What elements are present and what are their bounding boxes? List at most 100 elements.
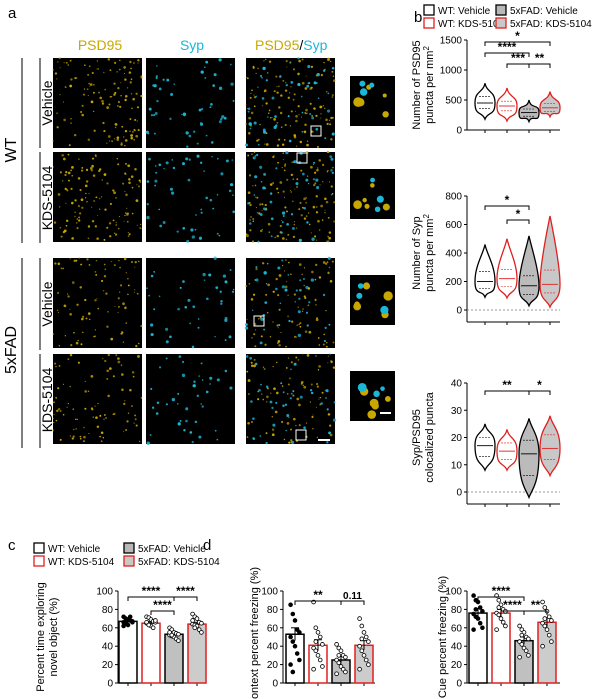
psd95-punctum <box>315 382 319 386</box>
syp-punctum <box>165 403 168 406</box>
psd95-punctum <box>275 75 278 78</box>
psd95-punctum <box>104 268 107 271</box>
psd95-punctum <box>69 258 71 260</box>
significance-bracket <box>484 52 530 57</box>
y-tick-label: 20 <box>102 660 114 671</box>
psd95-punctum <box>126 213 129 216</box>
psd95-punctum <box>57 311 59 313</box>
syp-punctum <box>327 256 331 260</box>
psd95-punctum <box>113 82 116 85</box>
psd95-punctum <box>125 322 128 324</box>
syp-punctum <box>189 431 193 434</box>
psd95-punctum <box>265 102 268 105</box>
psd95-punctum <box>99 435 101 438</box>
psd95-punctum <box>53 421 55 424</box>
legend-swatch <box>495 4 507 16</box>
psd95-punctum <box>91 408 94 411</box>
psd95-punctum <box>66 406 68 408</box>
psd95-punctum <box>269 183 273 186</box>
psd95-punctum <box>54 262 57 265</box>
psd95-punctum <box>121 331 123 333</box>
psd95-punctum <box>84 64 86 66</box>
syp-punctum <box>218 86 223 90</box>
psd95-punctum <box>295 119 298 123</box>
syp-punctum <box>264 301 268 304</box>
syp-punctum <box>297 310 301 314</box>
psd95-punctum <box>276 234 280 238</box>
psd95-punctum <box>124 400 126 402</box>
psd95-punctum <box>251 337 253 339</box>
psd95-punctum <box>124 129 128 133</box>
psd95-punctum <box>362 197 367 203</box>
y-tick-label: 80 <box>102 605 114 616</box>
psd95-punctum <box>94 154 97 157</box>
psd95-punctum <box>60 235 63 238</box>
data-point <box>471 593 476 598</box>
psd95-punctum <box>96 60 98 62</box>
psd95-punctum <box>74 77 77 80</box>
syp-punctum <box>285 429 287 432</box>
psd95-punctum <box>308 223 311 226</box>
syp-punctum <box>269 200 273 204</box>
psd95-punctum <box>249 219 251 221</box>
psd95-punctum <box>78 158 80 160</box>
psd95-punctum <box>104 208 107 211</box>
syp-punctum <box>326 240 328 242</box>
syp-punctum <box>245 323 248 326</box>
syp-punctum <box>277 266 281 270</box>
syp-punctum <box>303 426 306 430</box>
violin <box>474 423 496 473</box>
y-axis-label: Number of PSD95 <box>411 40 423 129</box>
syp-punctum <box>269 192 273 195</box>
psd95-punctum <box>383 291 393 301</box>
psd95-punctum <box>74 215 76 218</box>
legend-swatch <box>423 17 435 29</box>
psd95-punctum <box>136 292 139 295</box>
psd95-punctum <box>81 206 84 209</box>
syp-punctum <box>156 99 159 103</box>
psd95-punctum <box>52 166 55 168</box>
legend-c: WT: Vehicle WT: KDS-5104 5xFAD: Vehicle 5xF… <box>33 542 220 568</box>
psd95-punctum <box>247 421 250 425</box>
psd95-punctum <box>130 260 134 264</box>
psd95-punctum <box>79 437 82 440</box>
psd95-punctum <box>319 105 323 109</box>
psd95-punctum <box>109 69 112 72</box>
psd95-punctum <box>107 135 111 138</box>
header-merge: PSD95/Syp <box>255 37 328 53</box>
syp-punctum <box>264 58 267 61</box>
psd95-punctum <box>69 59 72 62</box>
psd95-punctum <box>84 390 87 393</box>
psd95-punctum <box>119 291 121 293</box>
psd95-punctum <box>98 168 102 171</box>
psd95-punctum <box>382 203 390 211</box>
psd95-punctum <box>286 422 290 425</box>
psd95-punctum <box>325 118 328 122</box>
psd95-punctum <box>289 377 291 380</box>
psd95-punctum <box>284 163 287 166</box>
data-point <box>542 623 548 629</box>
psd95-punctum <box>103 414 106 417</box>
psd95-punctum <box>124 214 126 217</box>
psd95-punctum <box>104 359 107 363</box>
psd95-punctum <box>123 220 125 222</box>
syp-punctum <box>282 391 285 394</box>
psd95-punctum <box>53 414 55 416</box>
psd95-punctum <box>258 138 260 141</box>
psd95-punctum <box>59 67 61 69</box>
psd95-punctum <box>106 182 109 185</box>
syp-punctum <box>196 142 199 145</box>
psd95-punctum <box>333 220 336 223</box>
micrograph-background <box>146 354 235 444</box>
psd95-punctum <box>306 143 309 147</box>
y-axis-label: Context percent freezing (%) <box>249 567 261 699</box>
syp-punctum <box>209 376 213 380</box>
psd95-punctum <box>107 58 110 61</box>
syp-punctum <box>169 187 173 191</box>
psd95-punctum <box>83 93 85 96</box>
psd95-punctum <box>322 343 325 346</box>
psd95-punctum <box>115 221 117 223</box>
syp-punctum <box>255 95 258 98</box>
psd95-punctum <box>284 89 288 92</box>
psd95-punctum <box>306 175 309 177</box>
